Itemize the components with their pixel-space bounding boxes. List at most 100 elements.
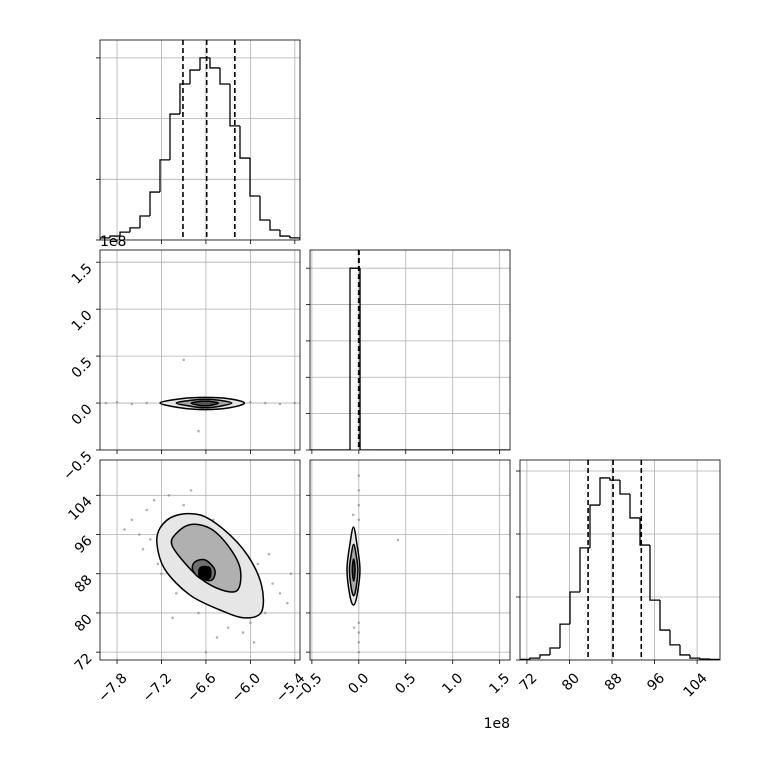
sample-point <box>226 626 230 629</box>
sample-point <box>357 641 361 644</box>
sample-point <box>249 621 252 625</box>
sample-point <box>182 358 186 362</box>
sample-point <box>160 572 163 576</box>
hist-step <box>259 195 270 221</box>
sample-point <box>252 641 256 644</box>
hist-step <box>129 227 140 233</box>
sample-point <box>137 533 141 536</box>
sample-point <box>357 631 361 634</box>
hist-step <box>359 268 370 450</box>
hist-step <box>619 480 630 495</box>
hist-step <box>669 630 680 646</box>
sample-point <box>357 621 361 625</box>
sample-point <box>130 518 134 522</box>
sample-point <box>115 400 119 404</box>
sample-point <box>278 592 282 595</box>
sample-point <box>293 401 297 405</box>
sample-point <box>271 582 274 585</box>
sample-point <box>286 601 289 605</box>
hist-step <box>149 191 160 217</box>
sample-point <box>104 401 108 405</box>
hist-step <box>279 229 290 237</box>
hist-step <box>189 69 200 85</box>
sample-point <box>197 429 200 433</box>
sample-point <box>182 503 186 507</box>
hist-step <box>269 219 280 231</box>
panel: 72 80 88 96 104 <box>516 459 721 701</box>
hist-step <box>119 231 130 237</box>
sample-point <box>197 611 200 615</box>
panel <box>306 249 511 454</box>
sample-point <box>357 518 361 522</box>
hist-step <box>169 113 180 160</box>
sample-point <box>278 402 282 406</box>
sample-point <box>263 401 267 405</box>
panel <box>96 39 301 244</box>
hist-step <box>699 658 710 660</box>
sample-point <box>156 562 160 566</box>
hist-step <box>589 504 600 548</box>
panel-frame <box>99 249 301 451</box>
sample-point <box>357 650 361 654</box>
hist-step <box>219 67 230 85</box>
y-offset-label: 1e8 <box>100 234 126 250</box>
sample-point <box>174 592 178 595</box>
sample-point <box>145 508 148 512</box>
hist-step <box>549 647 560 655</box>
panel-frame <box>519 459 721 661</box>
hist-step <box>609 477 620 481</box>
sample-point <box>141 547 145 551</box>
sample-point <box>130 402 134 406</box>
hist-step <box>109 235 120 238</box>
contour <box>170 523 242 593</box>
sample-point <box>289 572 293 576</box>
hist-step <box>649 545 660 601</box>
sample-point <box>256 562 260 566</box>
hist-step <box>659 600 670 631</box>
sample-point <box>396 538 400 542</box>
hist-step <box>349 267 361 450</box>
contour <box>190 400 220 407</box>
hist-step <box>559 623 570 649</box>
hist-step <box>229 84 240 127</box>
sample-point <box>357 474 361 477</box>
hist-step <box>709 658 720 660</box>
sample-point <box>149 538 152 541</box>
sample-point <box>351 513 355 517</box>
sample-point <box>263 611 267 615</box>
hist-step <box>520 658 530 660</box>
sample-point <box>204 650 208 654</box>
panel-frame <box>309 249 511 451</box>
panel-frame <box>99 459 301 661</box>
hist-step <box>100 237 110 240</box>
x-offset-label: 1e8 <box>484 716 510 732</box>
contour <box>351 558 356 582</box>
hist-step <box>289 236 300 240</box>
panel-content <box>520 460 720 660</box>
contour <box>198 565 212 581</box>
hist-step <box>579 547 590 592</box>
hist-step <box>139 215 150 228</box>
hist-step <box>529 657 540 660</box>
panel-frame <box>309 459 511 661</box>
hist-step <box>639 517 650 546</box>
panel-content <box>100 460 300 660</box>
sample-point <box>357 503 361 507</box>
panel-content <box>310 250 510 450</box>
hist-step <box>209 57 220 69</box>
panel-content <box>310 460 510 660</box>
hist-step <box>539 654 550 659</box>
panel-content <box>100 250 300 450</box>
hist-step <box>159 159 170 193</box>
sample-point <box>241 631 245 634</box>
sample-point <box>189 489 193 492</box>
hist-step <box>569 591 580 625</box>
sample-point <box>357 489 361 492</box>
sample-point <box>352 626 356 629</box>
hist-step <box>689 654 700 659</box>
hist-step <box>679 644 690 656</box>
hist-step <box>179 83 190 115</box>
sample-point <box>249 400 252 404</box>
